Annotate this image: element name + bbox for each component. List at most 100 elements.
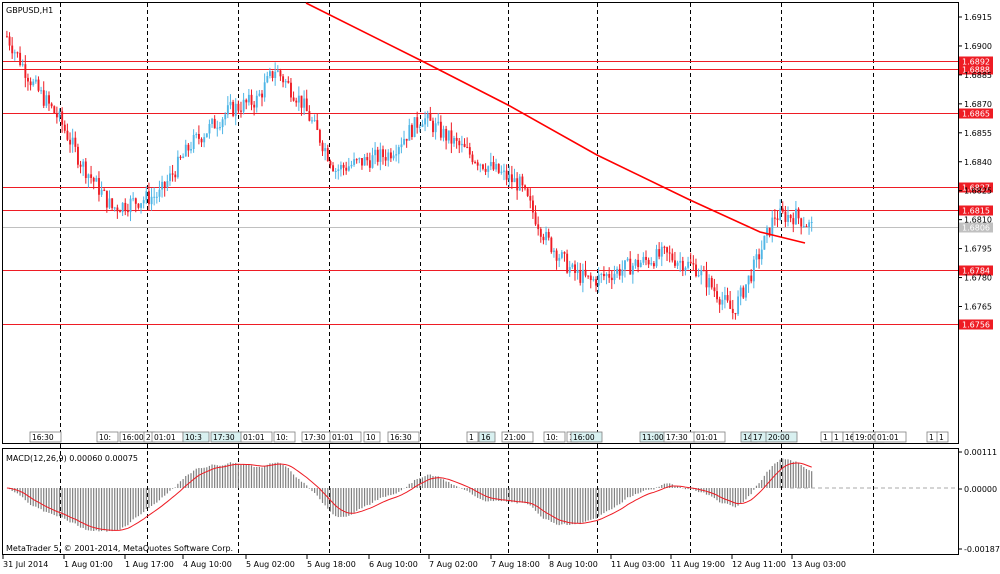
level-price-tag: 1.6892 — [959, 56, 993, 67]
time-tick-label: 12 Aug 11:00 — [732, 560, 786, 569]
time-tick-label: 1 Aug 17:00 — [125, 560, 174, 569]
event-marker-label: 19:00 — [855, 433, 877, 442]
event-marker-label: 17:30 — [666, 433, 688, 442]
event-marker[interactable] — [96, 431, 119, 443]
svg-text:1.6815: 1.6815 — [962, 207, 990, 216]
macd-histogram — [8, 458, 813, 532]
event-marker-label: 17 — [753, 433, 763, 442]
price-tick-label: 1.6780 — [964, 274, 992, 283]
price-tick-label: 1.6765 — [964, 303, 992, 312]
event-marker-label: 16 — [481, 433, 491, 442]
copyright-text: MetaTrader 5, © 2001-2014, MetaQuotes So… — [6, 544, 233, 553]
event-marker[interactable] — [936, 431, 949, 443]
event-marker[interactable] — [273, 431, 296, 443]
current-price-tag — [959, 222, 993, 233]
candlestick-series — [6, 30, 813, 320]
event-marker-label: 01:01 — [696, 433, 718, 442]
event-marker-label: 16:30 — [32, 433, 54, 442]
horizontal-level-lines[interactable]: 1.68921.68881.68651.68271.68151.67841.67… — [3, 56, 993, 330]
event-marker[interactable] — [543, 431, 566, 443]
event-marker[interactable] — [693, 431, 726, 443]
time-tick-label: 6 Aug 10:00 — [369, 560, 418, 569]
event-marker[interactable] — [363, 431, 381, 443]
event-marker[interactable] — [874, 431, 907, 443]
event-marker-label: 11:00 — [642, 433, 664, 442]
symbol-label: GBPUSD,H1 — [6, 6, 53, 15]
event-marker-label: 01:01 — [243, 433, 265, 442]
time-tick-label: 5 Aug 02:00 — [246, 560, 295, 569]
event-marker-label: 10 — [366, 433, 376, 442]
event-marker-label: 01:01 — [332, 433, 354, 442]
event-marker-label: 01:01 — [877, 433, 899, 442]
event-marker-label: 10: — [276, 433, 288, 442]
event-marker[interactable] — [478, 431, 496, 443]
level-price-tag: 1.6815 — [959, 205, 993, 216]
event-marker[interactable] — [240, 431, 273, 443]
event-marker[interactable] — [570, 431, 603, 443]
current-price-value: 1.6806 — [962, 224, 990, 233]
event-markers[interactable]: 16:30 10: 16:00 2 01:01 10:3 17:30 01:01 10: 17:3… — [29, 431, 949, 443]
event-marker-label: 1 — [823, 433, 828, 442]
price-tick-label: 1.6915 — [964, 13, 992, 22]
price-tick-label: 1.6810 — [964, 216, 992, 225]
time-tick-label: 1 Aug 01:00 — [64, 560, 113, 569]
svg-text:1.6888: 1.6888 — [962, 66, 990, 75]
event-marker-label: 1 — [469, 433, 474, 442]
price-tick-label: 1.6795 — [964, 245, 992, 254]
event-marker[interactable] — [501, 431, 534, 443]
macd-label: MACD(12,26,9) 0.00060 0.00075 — [6, 454, 138, 463]
event-marker[interactable] — [182, 431, 210, 443]
event-marker[interactable] — [466, 431, 479, 443]
time-tick-label: 4 Aug 10:00 — [183, 560, 232, 569]
event-marker[interactable] — [765, 431, 798, 443]
event-marker-label: 1 — [834, 433, 839, 442]
time-tick-label: 13 Aug 03:00 — [792, 560, 846, 569]
time-tick-label: 8 Aug 10:00 — [549, 560, 598, 569]
price-tick-label: 1.6840 — [964, 158, 992, 167]
time-tick-label: 7 Aug 18:00 — [491, 560, 540, 569]
time-tick-label: 31 Jul 2014 — [3, 560, 48, 569]
time-scale[interactable]: 31 Jul 2014 1 Aug 01:00 1 Aug 17:00 4 Aug 1… — [2, 555, 846, 569]
event-marker-label: 16:00 — [573, 433, 595, 442]
macd-scale[interactable]: 0.00111 0.00000 -0.00187 — [958, 448, 1000, 554]
svg-text:1.6892: 1.6892 — [962, 58, 990, 67]
macd-pane[interactable] — [2, 448, 959, 555]
event-marker-label: 16 — [845, 433, 855, 442]
level-price-tag: 1.6827 — [959, 182, 993, 193]
event-marker-label: 1 — [939, 433, 944, 442]
event-marker-label: 01:01 — [154, 433, 176, 442]
price-pane[interactable] — [2, 2, 959, 444]
macd-signal-line — [6, 462, 812, 531]
event-marker-label: 17:30 — [304, 433, 326, 442]
price-scale[interactable]: 1.6915 1.6900 1.6885 1.6870 1.6855 1.6840 1.68… — [958, 13, 992, 312]
event-marker-label: 14 — [743, 433, 753, 442]
event-marker[interactable] — [329, 431, 362, 443]
event-marker[interactable] — [29, 431, 62, 443]
vertical-grid — [60, 3, 874, 556]
svg-text:1.6784: 1.6784 — [962, 267, 990, 276]
event-marker-label: 16:30 — [390, 433, 412, 442]
price-tick-label: 1.6900 — [964, 42, 992, 51]
event-marker-label: 10: — [546, 433, 558, 442]
level-price-tag: 1.6756 — [959, 319, 993, 330]
event-marker-label: 20:00 — [768, 433, 790, 442]
event-marker-label: 10: — [99, 433, 111, 442]
macd-tick-label: 0.00111 — [964, 448, 997, 457]
price-tick-label: 1.6855 — [964, 129, 992, 138]
time-tick-label: 11 Aug 03:00 — [611, 560, 665, 569]
event-marker-label: 1 — [929, 433, 934, 442]
macd-tick-label: -0.00187 — [964, 545, 1000, 554]
price-tick-label: 1.6885 — [964, 71, 992, 80]
time-tick-label: 5 Aug 18:00 — [307, 560, 356, 569]
level-price-tag: 1.6865 — [959, 108, 993, 119]
level-price-tag: 1.6784 — [959, 265, 993, 276]
time-tick-label: 7 Aug 02:00 — [429, 560, 478, 569]
svg-text:1.6827: 1.6827 — [962, 184, 990, 193]
event-marker-label: 10:3 — [185, 433, 202, 442]
event-marker[interactable] — [387, 431, 420, 443]
svg-text:1.6756: 1.6756 — [962, 321, 990, 330]
event-marker-label: 2 — [146, 433, 151, 442]
moving-average-line — [305, 2, 806, 244]
